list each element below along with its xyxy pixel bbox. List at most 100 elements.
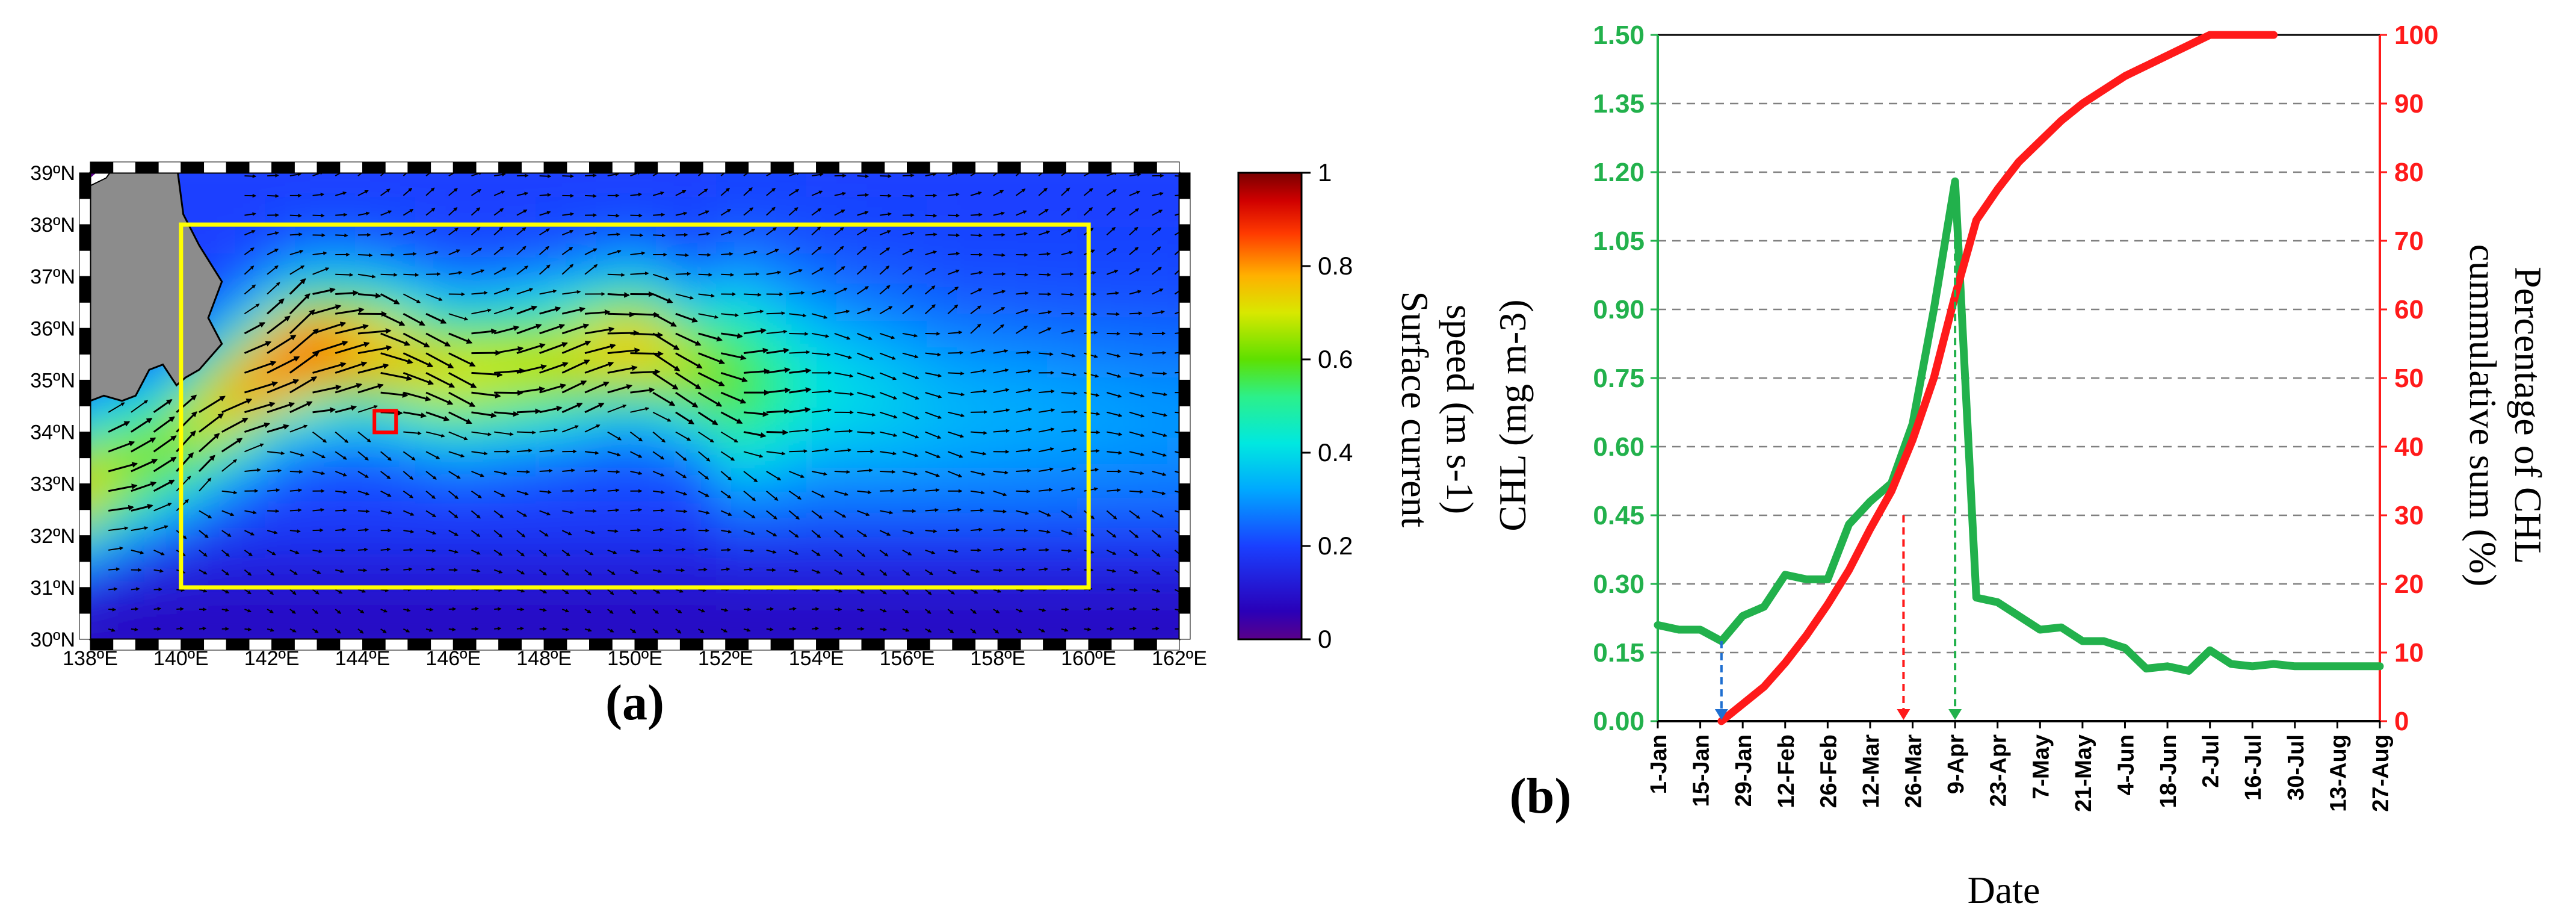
current-vector — [448, 627, 456, 631]
current-vector — [675, 568, 685, 572]
current-vector — [471, 247, 483, 255]
current-vector — [630, 528, 641, 532]
speed-cell — [475, 528, 506, 559]
current-vector — [584, 609, 591, 613]
current-vector — [516, 246, 527, 255]
current-vector — [720, 173, 726, 176]
speed-cell — [626, 528, 656, 559]
speed-cell — [235, 317, 265, 348]
current-vector — [312, 251, 327, 256]
speed-cell — [1137, 438, 1168, 468]
speed-cell — [1197, 558, 1228, 589]
x-tick-label: 12-Mar — [1859, 734, 1884, 808]
map-border-segment — [929, 161, 953, 173]
speed-cell — [114, 498, 145, 529]
current-vector — [335, 431, 349, 443]
speed-cell — [806, 588, 837, 619]
panel-b-label: (b) — [1510, 768, 1572, 824]
current-vector — [721, 529, 732, 534]
speed-cell — [566, 197, 596, 228]
map-border-segment — [79, 587, 91, 614]
speed-cell — [90, 468, 115, 498]
current-vector — [403, 352, 434, 368]
speed-cell — [205, 227, 235, 258]
current-vector — [199, 413, 224, 433]
current-vector — [267, 488, 280, 492]
current-vector — [357, 405, 378, 413]
current-vector — [1016, 489, 1031, 494]
current-vector — [561, 306, 585, 315]
current-vector — [380, 293, 400, 305]
current-vector — [1084, 430, 1101, 435]
x-tick-label: 18-Jun — [2156, 734, 2181, 808]
current-vector — [584, 589, 591, 595]
map-border-segment — [79, 406, 91, 433]
current-vector — [493, 190, 505, 196]
x-tick-label: 7-May — [2028, 734, 2054, 799]
current-vector — [607, 292, 630, 298]
speed-cell — [415, 558, 446, 589]
current-vector — [629, 628, 637, 633]
current-vector — [539, 510, 551, 516]
current-vector — [380, 547, 391, 552]
speed-cell — [505, 588, 536, 619]
current-vector — [471, 530, 481, 538]
speed-cell — [355, 257, 386, 288]
y-right-tick-label: 20 — [2394, 569, 2424, 599]
speed-cell — [1167, 438, 1179, 468]
speed-cell — [1197, 528, 1228, 559]
colorbar-tick-label: 0.2 — [1318, 532, 1353, 560]
speed-cell — [355, 173, 386, 197]
current-vector — [834, 627, 842, 631]
current-vector — [289, 549, 300, 554]
speed-cell — [505, 173, 536, 197]
current-vector — [561, 323, 590, 335]
current-vector — [312, 507, 325, 512]
current-vector — [335, 451, 347, 460]
current-vector — [721, 313, 740, 317]
speed-cell — [1137, 558, 1168, 589]
speed-cell — [385, 528, 416, 559]
current-vector — [697, 451, 711, 462]
current-vector — [380, 391, 409, 398]
speed-cell — [1047, 528, 1078, 559]
speed-cell — [897, 317, 927, 348]
speed-cell — [927, 173, 957, 197]
speed-cell — [385, 468, 416, 498]
speed-cell — [1167, 197, 1179, 228]
current-vector — [721, 332, 743, 339]
current-vector — [153, 435, 177, 453]
speed-cell — [1167, 408, 1179, 438]
speed-cell — [897, 377, 927, 408]
current-vector — [425, 411, 450, 421]
current-vector — [652, 352, 681, 371]
speed-cell — [686, 468, 717, 498]
current-vector — [131, 627, 139, 631]
current-vector — [108, 402, 125, 413]
current-vector — [357, 173, 363, 176]
speed-cell — [1047, 173, 1078, 197]
current-vector — [357, 273, 376, 279]
speed-cell — [656, 498, 687, 529]
current-vector — [652, 589, 661, 594]
speed-cell — [505, 438, 536, 468]
speed-cell — [596, 377, 626, 408]
current-vector — [652, 293, 673, 303]
current-vector — [403, 187, 413, 196]
speed-cell — [897, 498, 927, 529]
current-vector — [131, 481, 157, 492]
map-border-segment — [1179, 327, 1191, 355]
current-vector — [584, 381, 610, 394]
speed-cell — [746, 257, 777, 288]
map-border-segment — [475, 161, 499, 173]
speed-cell — [90, 498, 115, 529]
current-vector — [312, 431, 327, 443]
speed-cell — [626, 498, 656, 529]
current-vector — [607, 529, 619, 533]
speed-cell — [716, 287, 747, 318]
speed-cell — [536, 498, 566, 529]
speed-cell — [866, 558, 897, 589]
current-vector — [675, 332, 702, 346]
speed-cell — [1137, 317, 1168, 348]
current-vector — [698, 332, 723, 342]
